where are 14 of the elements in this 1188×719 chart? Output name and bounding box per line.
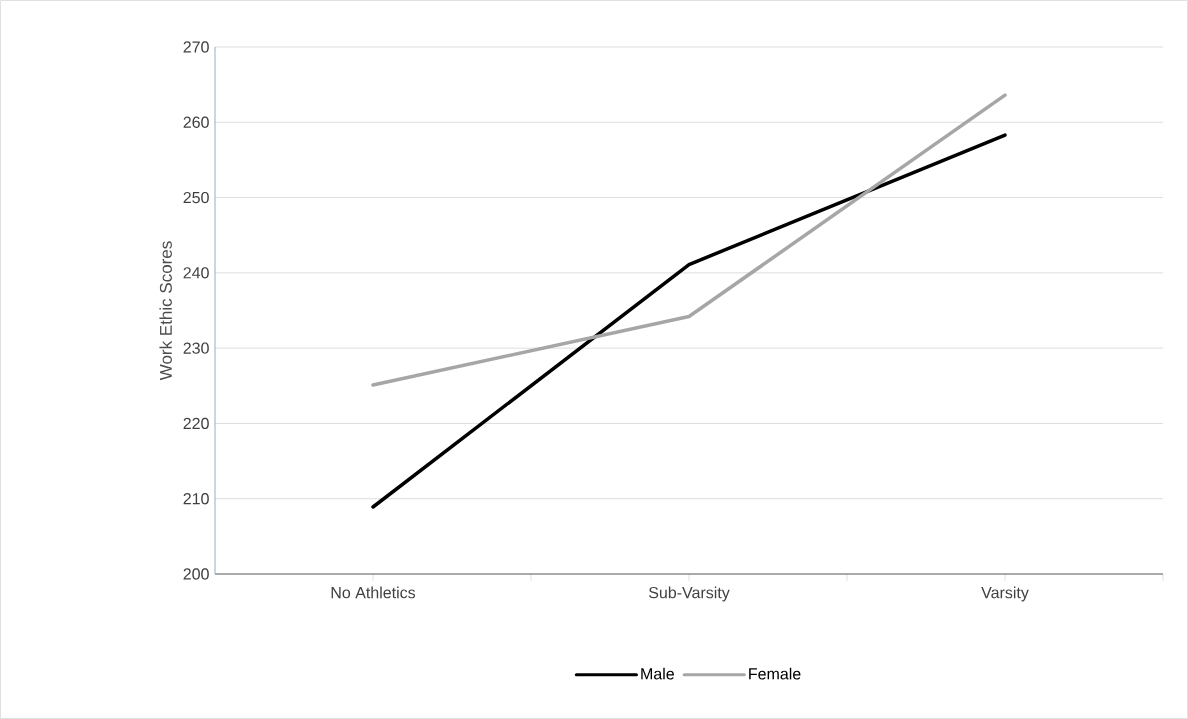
y-tick-label: 210 — [183, 493, 209, 505]
y-tick-label: 220 — [183, 417, 209, 430]
x-tick-label: Varsity — [981, 586, 1029, 602]
y-tick-label: 250 — [183, 191, 209, 204]
x-tick-label: Sub-Varsity — [648, 586, 730, 602]
legend-label: Male — [641, 667, 674, 680]
y-tick-label: 260 — [183, 116, 209, 128]
y-axis-title: Work Ethic Scores — [159, 241, 172, 381]
x-tick-label: No Athletics — [331, 586, 416, 599]
y-tick-label: 270 — [183, 41, 209, 53]
y-tick-label: 200 — [183, 568, 209, 580]
y-tick-label: 230 — [183, 342, 209, 354]
legend-label: Female — [749, 667, 801, 680]
y-tick-label: 240 — [183, 267, 209, 279]
